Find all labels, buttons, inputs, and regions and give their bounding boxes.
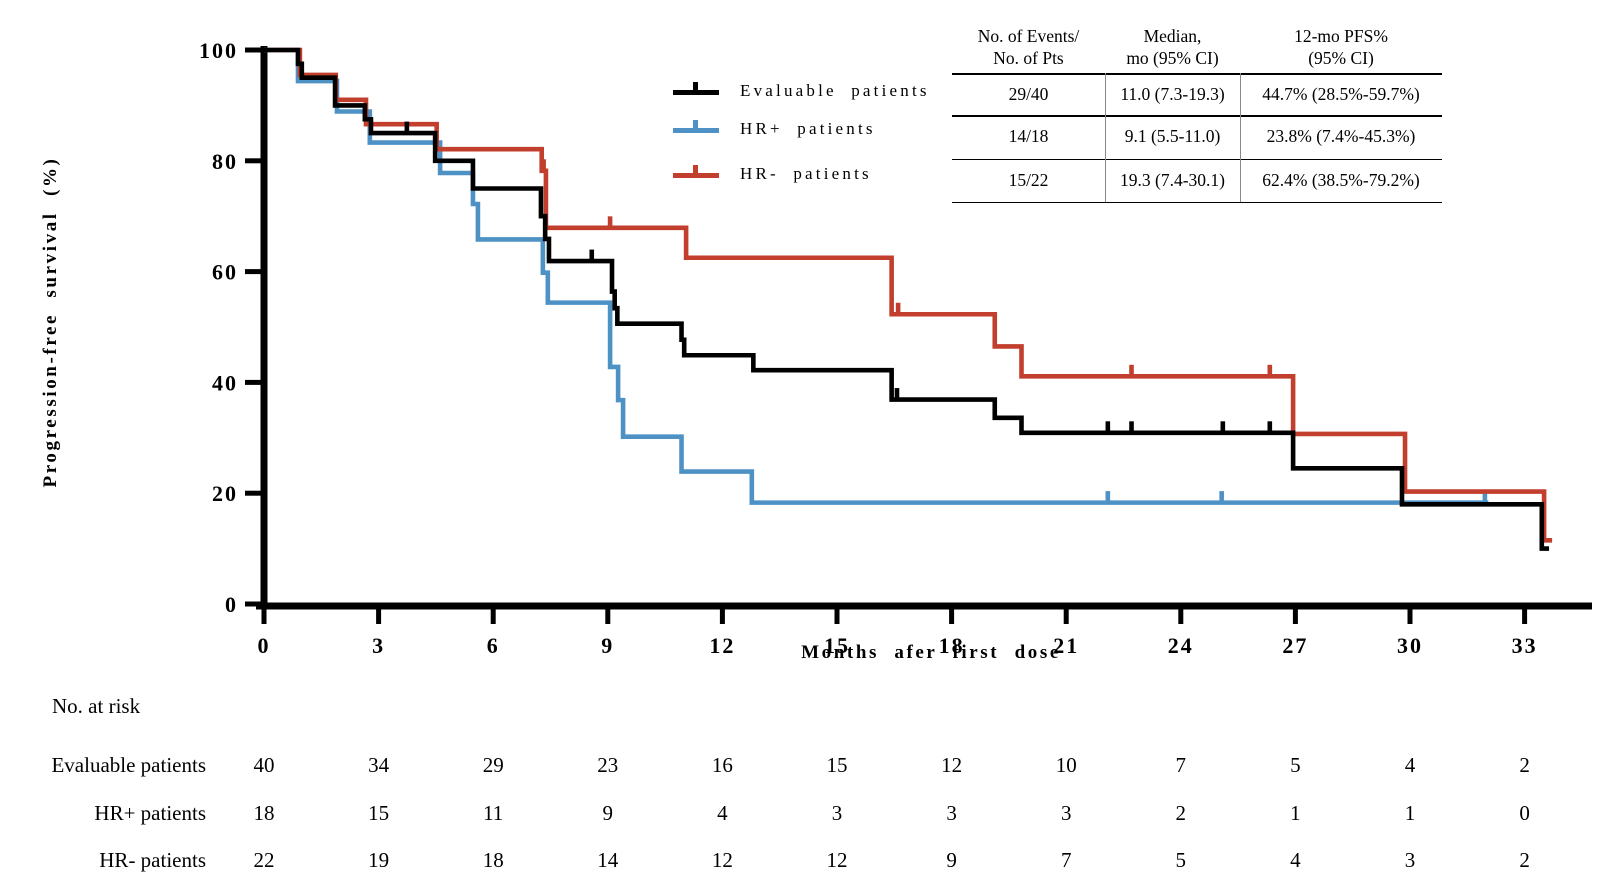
risk-count: 40 xyxy=(253,753,275,777)
stats-table-rule xyxy=(952,115,1442,117)
risk-count: 11 xyxy=(483,801,504,825)
risk-count: 34 xyxy=(368,753,390,777)
x-tick-label: 15 xyxy=(824,633,850,658)
x-tick-label: 0 xyxy=(258,633,271,658)
risk-count: 18 xyxy=(253,801,275,825)
legend-line-swatch xyxy=(673,127,719,133)
y-tick-label: 0 xyxy=(225,592,238,617)
stats-cell-r2-c3: 23.8% (7.4%-45.3%) xyxy=(1266,126,1416,146)
x-tick-label: 9 xyxy=(601,633,614,658)
x-tick-label: 21 xyxy=(1053,633,1079,658)
stats-header-col-3: 12-mo PFS% (95% CI) xyxy=(1294,26,1388,68)
legend-item-1: Evaluable patients xyxy=(664,80,984,104)
risk-table-title: No. at risk xyxy=(52,694,141,718)
x-axis-title: Months afer first dose xyxy=(801,642,1061,663)
y-tick-label: 20 xyxy=(212,481,238,506)
stats-header-col-2: Median, mo (95% CI) xyxy=(1126,26,1219,68)
risk-count: 0 xyxy=(1519,801,1530,825)
stats-cell-r3-c1: 15/22 xyxy=(1008,169,1049,190)
legend-label: HR+ patients xyxy=(740,119,876,138)
risk-count: 7 xyxy=(1060,848,1072,872)
risk-count: 19 xyxy=(368,848,390,872)
stats-cell-r1-c3: 44.7% (28.5%-59.7%) xyxy=(1262,84,1420,104)
risk-count: 1 xyxy=(1290,801,1301,825)
legend-censor-tick-icon xyxy=(693,165,698,174)
stats-cell-r3-c3: 62.4% (38.5%-79.2%) xyxy=(1262,169,1420,190)
stats-table-rule xyxy=(952,158,1442,161)
risk-count: 2 xyxy=(1175,801,1187,825)
risk-count: 2 xyxy=(1519,848,1530,872)
legend-label: HR- patients xyxy=(740,164,872,183)
risk-count: 10 xyxy=(1055,753,1077,777)
stats-table-column-separator xyxy=(1105,73,1106,202)
risk-count: 18 xyxy=(482,848,504,872)
x-tick-label: 3 xyxy=(372,633,385,658)
risk-count: 14 xyxy=(597,848,619,872)
risk-count: 5 xyxy=(1175,848,1187,872)
x-tick-label: 27 xyxy=(1282,633,1308,658)
risk-count: 12 xyxy=(826,848,848,872)
risk-count: 1 xyxy=(1404,801,1416,825)
risk-row-label: Evaluable patients xyxy=(51,753,206,777)
stats-header-col-1: No. of Events/No. of Pts xyxy=(977,26,1080,68)
legend-line-swatch xyxy=(673,172,719,178)
x-tick-label: 33 xyxy=(1512,633,1538,658)
legend-censor-tick-icon xyxy=(693,82,698,91)
legend-censor-tick-icon xyxy=(693,120,698,129)
risk-count: 4 xyxy=(1290,848,1301,872)
risk-count: 2 xyxy=(1519,753,1530,777)
risk-count: 4 xyxy=(1404,753,1416,777)
stats-table-rule xyxy=(952,73,1442,75)
risk-row-label: HR- patients xyxy=(99,848,206,872)
y-tick-label: 60 xyxy=(212,260,238,285)
x-tick-label: 24 xyxy=(1168,633,1194,658)
stats-table-column-separator xyxy=(1240,73,1241,202)
risk-count: 15 xyxy=(368,801,390,825)
stats-table: No. of Events/No. of Pts Median, mo (95% C… xyxy=(952,24,1442,204)
stats-cell-r3-c2: 19.3 (7.4-30.1) xyxy=(1120,169,1225,190)
risk-count: 15 xyxy=(826,753,848,777)
risk-count: 12 xyxy=(941,753,963,777)
y-tick-label: 100 xyxy=(199,38,238,63)
x-tick-label: 12 xyxy=(709,633,735,658)
y-tick-label: 80 xyxy=(212,149,238,174)
km-chart-canvas: 0 20 40 60 80 100 0 3 6 9 12 15 18 21 24 27 30 33 xyxy=(199,38,1592,658)
km-curve-evaluable-patients xyxy=(264,47,1550,551)
risk-row-label: HR+ patients xyxy=(94,801,206,825)
risk-count: 3 xyxy=(831,801,843,825)
legend-line-swatch xyxy=(673,89,719,95)
risk-count: 3 xyxy=(1404,848,1416,872)
km-curve-hr-patients xyxy=(264,47,1489,505)
stats-cell-r2-c2: 9.1 (5.5-11.0) xyxy=(1124,126,1221,146)
risk-count: 4 xyxy=(717,801,728,825)
risk-count: 23 xyxy=(597,753,619,777)
stats-table-rule xyxy=(952,201,1442,204)
risk-count: 12 xyxy=(711,848,733,872)
km-curve-hr-patients xyxy=(264,47,1553,543)
x-tick-label: 30 xyxy=(1397,633,1423,658)
risk-count: 16 xyxy=(711,753,733,777)
risk-count: 3 xyxy=(1060,801,1072,825)
legend-label: Evaluable patients xyxy=(740,81,930,100)
risk-count: 3 xyxy=(946,801,957,825)
legend: Evaluable patients HR+ patients HR- patien… xyxy=(664,0,984,210)
stats-cell-r1-c2: 11.0 (7.3-19.3) xyxy=(1120,84,1225,104)
stats-cell-r2-c1: 14/18 xyxy=(1008,126,1049,146)
legend-item-2: HR+ patients xyxy=(664,118,984,142)
legend-item-3: HR- patients xyxy=(664,163,984,187)
y-tick-label: 40 xyxy=(212,370,238,395)
stats-cell-r1-c1: 29/40 xyxy=(1008,84,1049,104)
risk-count: 29 xyxy=(482,753,504,777)
risk-count: 9 xyxy=(602,801,614,825)
risk-count: 7 xyxy=(1175,753,1187,777)
risk-count: 22 xyxy=(253,848,275,872)
x-tick-label: 6 xyxy=(487,633,500,658)
risk-count: 5 xyxy=(1290,753,1301,777)
x-tick-label: 18 xyxy=(939,633,965,658)
risk-count: 9 xyxy=(946,848,957,872)
